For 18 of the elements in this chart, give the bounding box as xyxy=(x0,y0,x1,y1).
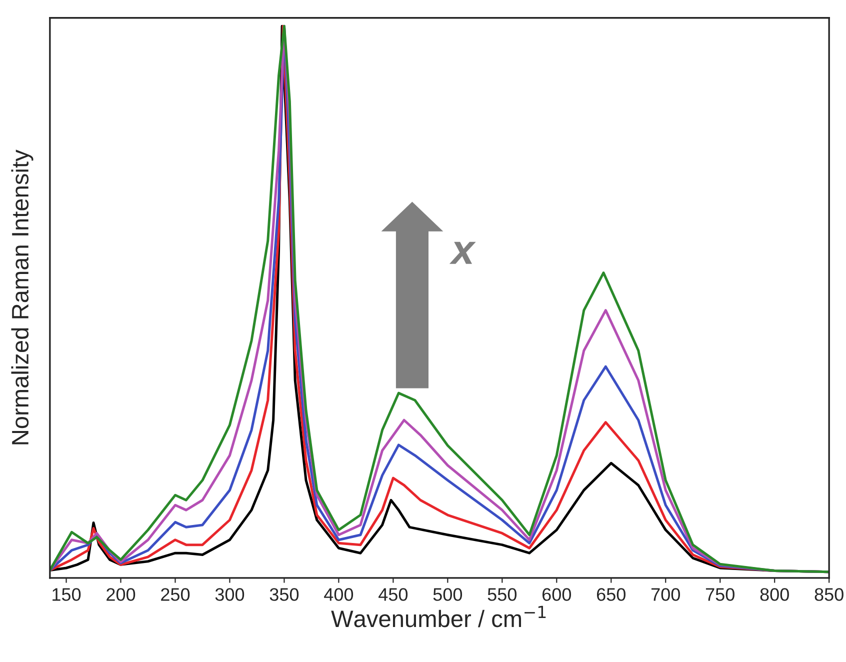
x-tick-label: 800 xyxy=(760,588,789,601)
x-tick-label: 600 xyxy=(542,588,571,601)
x-tick-label: 350 xyxy=(270,588,299,601)
x-tick-label: 500 xyxy=(433,588,462,601)
x-tick-label: 250 xyxy=(161,588,190,601)
x-tick-label: 200 xyxy=(106,588,136,601)
x-tick-label: 150 xyxy=(52,588,81,601)
y-axis-title: Normalized Raman Intensity xyxy=(11,150,34,444)
x-tick-label: 700 xyxy=(651,588,680,601)
x-axis-title: Wavenumber / cm$^{−1}$ xyxy=(331,606,546,628)
x-tick-label: 550 xyxy=(488,588,517,601)
x-tick-label: 850 xyxy=(814,588,844,601)
annotation: x xyxy=(449,242,476,264)
x-tick-label: 650 xyxy=(596,588,626,601)
x-tick-label: 450 xyxy=(378,588,408,601)
x-tick-label: 300 xyxy=(215,588,244,601)
x-tick-label: 400 xyxy=(324,588,354,601)
x-tick-label: 750 xyxy=(706,588,734,601)
